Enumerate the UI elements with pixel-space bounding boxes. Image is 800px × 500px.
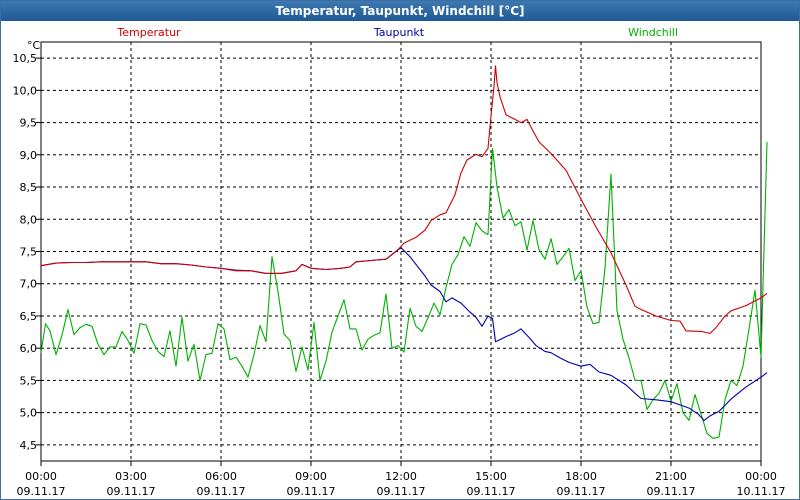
series-line-temperatur [40,65,768,334]
y-tick-label: 10,5 [13,52,38,65]
window-title: Temperatur, Taupunkt, Windchill [°C] [1,1,799,21]
grid [41,42,761,461]
y-tick-label: 7,0 [20,278,38,291]
y-tick-label: 8,5 [20,181,38,194]
x-tick-date: 09.11.17 [197,485,246,498]
y-tick-label: 7,5 [20,246,38,259]
legend-taupunkt: Taupunkt [373,26,425,39]
x-tick-date: 09.11.17 [107,485,156,498]
x-tick-time: 15:00 [475,470,507,483]
legend-temperatur: Temperatur [116,26,181,39]
y-tick-label: 9,0 [20,149,38,162]
x-tick-time: 06:00 [205,470,237,483]
x-tick-time: 12:00 [385,470,417,483]
x-tick-date: 09.11.17 [377,485,426,498]
x-tick-time: 21:00 [655,470,687,483]
x-tick-time: 00:00 [745,470,777,483]
y-tick-label: 9,5 [20,117,38,130]
series-line-windchill [40,141,768,439]
axes: 4,5 5,0 5,5 6,0 6,5 7,0 7,5 8,0 8,5 9,0 9,5 10,0 10,… [13,39,786,498]
y-tick-label: 8,0 [20,213,38,226]
x-tick-time: 09:00 [295,470,327,483]
y-tick-label: 5,5 [20,374,38,387]
plot-frame [40,41,762,462]
x-tick-date: 09.11.17 [647,485,696,498]
y-tick-label: 5,0 [20,407,38,420]
x-tick-date: 09.11.17 [557,485,606,498]
y-tick-label: 4,5 [20,439,38,452]
series-group [40,65,768,439]
legend: Temperatur Taupunkt Windchill [116,26,678,39]
x-tick-date: 09.11.17 [287,485,336,498]
y-axis-unit: °C [27,39,41,52]
x-tick-time: 03:00 [115,470,147,483]
line-chart: Temperatur Taupunkt Windchill 4,5 5,0 5,5 6,0… [13,26,786,498]
y-tick-label: 6,0 [20,342,38,355]
y-tick-label: 6,5 [20,310,38,323]
x-tick-time: 00:00 [25,470,57,483]
x-tick-date: 09.11.17 [17,485,66,498]
x-tick-date: 09.11.17 [467,485,516,498]
legend-windchill: Windchill [628,26,678,39]
x-tick-date: 10.11.17 [737,485,786,498]
x-tick-time: 18:00 [565,470,597,483]
y-tick-label: 10,0 [13,84,38,97]
